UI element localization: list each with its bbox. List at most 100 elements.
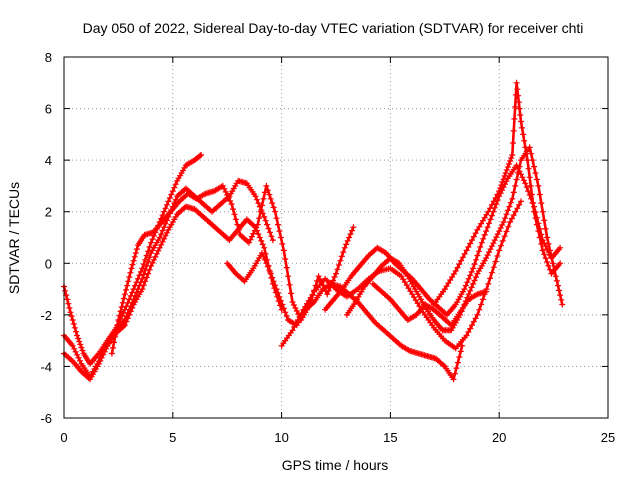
data-point [232,216,239,223]
data-point [498,182,505,189]
data-point [347,231,354,238]
data-point [465,275,472,282]
data-point [450,376,457,383]
data-point [545,240,552,247]
data-point [488,269,495,276]
data-point [255,231,262,238]
data-point [260,253,267,260]
data-point [285,273,292,280]
data-point [525,165,532,172]
data-point [266,267,273,274]
gridlines [64,57,608,418]
data-point [461,286,468,293]
data-point [465,244,472,250]
data-point [555,282,561,289]
data-point [279,301,286,308]
data-point [344,237,351,244]
data-point [471,261,478,268]
data-point [533,221,540,228]
data-point [517,112,524,118]
data-point [470,318,477,325]
data-point [129,305,136,311]
data-point [74,332,81,339]
data-point [343,241,350,248]
data-point [77,357,83,364]
data-point [467,240,474,247]
data-point [349,227,355,234]
data-point [529,200,536,207]
data-point [259,250,265,256]
data-point [143,274,150,281]
data-point [498,242,504,249]
data-point [246,239,252,246]
data-point [124,282,131,289]
data-point [510,212,517,219]
data-point [112,333,119,340]
data-point [273,215,280,222]
data-point [496,247,503,254]
series-track-9 [370,280,490,329]
y-tick-label: -2 [40,308,52,323]
data-point [452,370,458,377]
data-point [492,195,499,201]
data-point [282,256,289,262]
data-point [335,262,342,268]
data-point [503,167,510,173]
data-point [68,357,75,363]
data-point [168,191,175,198]
chart-title: Day 050 of 2022, Sidereal Day-to-day VTE… [83,20,584,36]
data-point [267,270,274,277]
data-point [121,291,128,298]
data-point [465,329,472,335]
data-point [470,233,477,240]
data-point [277,234,284,241]
data-point [465,291,472,298]
data-point [492,258,499,265]
data-point [557,292,564,299]
data-point [253,196,260,203]
data-point [533,176,540,183]
data-point [485,208,492,215]
data-point [279,240,286,247]
data-point [496,228,503,235]
data-point [267,229,273,236]
data-point [510,140,516,146]
data-point [483,228,490,235]
data-point [76,338,83,345]
data-point [169,188,176,195]
data-point [487,205,494,212]
data-point [267,195,274,202]
y-tick-label: 0 [45,256,52,271]
data-point [502,215,508,222]
data-point [509,195,516,202]
data-point [276,228,283,235]
data-point [255,200,262,207]
data-point [542,255,549,262]
data-point [123,286,129,293]
data-point [469,237,475,244]
data-point [159,227,166,234]
data-point [288,290,294,297]
data-point [148,239,154,246]
data-point [289,327,296,334]
data-point [71,324,78,331]
data-point [70,320,77,327]
data-point [514,205,521,212]
y-tick-label: 2 [45,205,52,220]
data-point [536,234,543,241]
data-point [538,240,545,247]
data-point [231,211,238,218]
data-point [258,237,265,244]
data-point [479,296,486,303]
y-tick-label: -6 [40,411,52,426]
data-point [65,300,72,307]
data-point [523,150,530,157]
data-point [512,103,519,110]
data-point [520,177,527,184]
data-point [149,236,156,243]
series-track-6 [278,198,524,352]
data-point [298,310,305,317]
data-point [121,322,128,329]
data-point [531,208,537,215]
data-point [256,215,263,222]
